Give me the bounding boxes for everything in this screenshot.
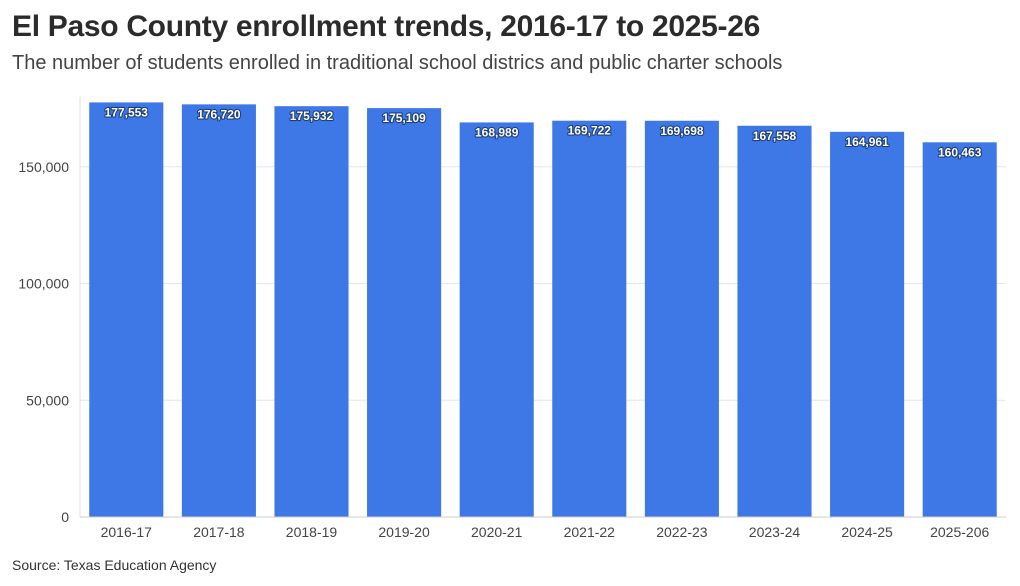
- y-axis: 0 50,000 100,000 150,000: [18, 96, 81, 525]
- data-label: 175,109: [382, 111, 426, 125]
- data-labels: 177,553 176,720 175,932 175,109 168,989 169,7…: [104, 104, 983, 160]
- x-tick-label: 2016-17: [101, 524, 153, 540]
- bar-chart: 0 50,000 100,000 150,000 177,553 176,720 175,…: [18, 96, 1006, 540]
- x-tick-label: 2021-22: [564, 524, 616, 540]
- bar-2023-24: [737, 125, 812, 517]
- bar-2017-18: [181, 104, 256, 518]
- data-label: 175,932: [290, 109, 334, 123]
- data-label: 164,961: [845, 135, 889, 149]
- chart-title: El Paso County enrollment trends, 2016-1…: [12, 10, 760, 43]
- bar-2019-20: [367, 108, 442, 517]
- chart-subtitle: The number of students enrolled in tradi…: [12, 52, 783, 74]
- bar-2025-206: [922, 142, 997, 517]
- data-label: 176,720: [197, 107, 241, 121]
- x-tick-label: 2022-23: [656, 524, 708, 540]
- y-tick-label: 50,000: [26, 392, 69, 408]
- data-label: 167,558: [753, 129, 797, 143]
- bars: [89, 102, 997, 518]
- x-tick-label: 2018-19: [286, 524, 338, 540]
- x-tick-label: 2024-25: [841, 524, 893, 540]
- bar-2018-19: [274, 106, 349, 517]
- x-tick-label: 2019-20: [378, 524, 430, 540]
- data-label: 169,722: [568, 124, 612, 138]
- data-label: 160,463: [938, 145, 982, 159]
- x-axis: 2016-17 2017-18 2018-19 2019-20 2020-21 2021-…: [80, 516, 1006, 540]
- bar-2024-25: [830, 131, 905, 517]
- x-tick-label: 2023-24: [749, 524, 801, 540]
- y-tick-label: 150,000: [18, 159, 69, 175]
- bar-2016-17: [89, 102, 164, 517]
- bar-2021-22: [552, 120, 627, 517]
- data-label: 177,553: [105, 105, 149, 119]
- bar-2020-21: [459, 122, 534, 517]
- x-tick-label: 2020-21: [471, 524, 523, 540]
- y-tick-label: 0: [61, 509, 69, 525]
- x-tick-label: 2025-206: [930, 524, 989, 540]
- y-tick-label: 100,000: [18, 276, 69, 292]
- bar-2022-23: [644, 120, 719, 517]
- data-label: 169,698: [660, 124, 704, 138]
- data-label: 168,989: [475, 125, 519, 139]
- x-tick-label: 2017-18: [193, 524, 245, 540]
- source-note: Source: Texas Education Agency: [12, 557, 217, 573]
